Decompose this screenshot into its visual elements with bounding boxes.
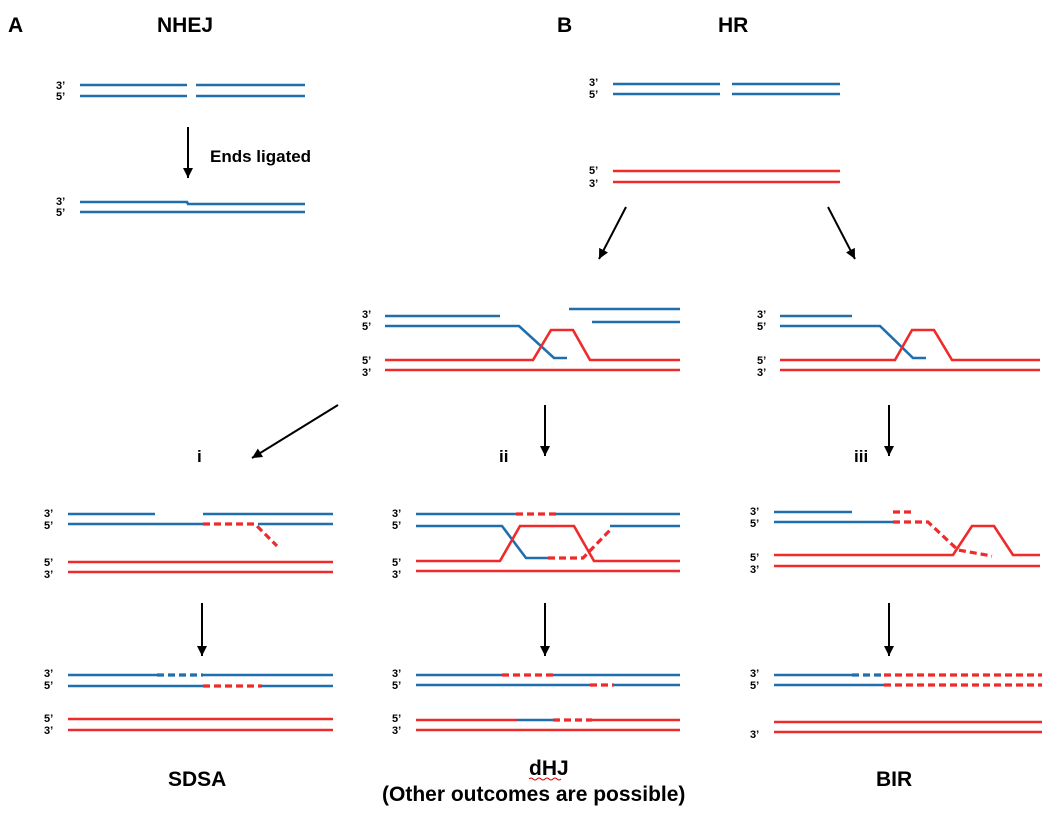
nhej-step-label: Ends ligated bbox=[210, 147, 311, 166]
end-label-3prime: 3’ bbox=[56, 80, 65, 92]
bir-intermediate: 3’ 5’ 5’ 3’ bbox=[750, 506, 1040, 576]
dhj-intermediate: 3’ 5’ 5’ 3’ bbox=[392, 508, 680, 581]
end-label-3prime: 3’ bbox=[362, 367, 371, 379]
end-label-5prime: 5’ bbox=[392, 680, 401, 692]
panel-b-title: HR bbox=[718, 14, 748, 37]
pathway-name-bir: BIR bbox=[876, 768, 912, 791]
end-label-5prime: 5’ bbox=[750, 680, 759, 692]
end-label-3prime: 3’ bbox=[750, 668, 759, 680]
end-label-5prime: 5’ bbox=[589, 89, 598, 101]
end-label-5prime: 5’ bbox=[750, 552, 759, 564]
pathway-numeral-i: i bbox=[197, 447, 202, 466]
bir-product: 3’ 5’ 3’ bbox=[750, 668, 1042, 741]
end-label-3prime: 3’ bbox=[44, 725, 53, 737]
end-label-5prime: 5’ bbox=[392, 557, 401, 569]
end-label-5prime: 5’ bbox=[44, 713, 53, 725]
end-label-3prime: 3’ bbox=[757, 367, 766, 379]
hr-arrow-right bbox=[827, 206, 856, 260]
pathway-note-dhj: (Other outcomes are possible) bbox=[382, 783, 685, 806]
sdsa-intermediate: 3’ 5’ 5’ 3’ bbox=[44, 508, 333, 581]
end-label-5prime: 5’ bbox=[757, 321, 766, 333]
dloop-two-end: 3’ 5’ 5’ 3’ bbox=[362, 307, 680, 379]
end-label-3prime: 3’ bbox=[44, 508, 53, 520]
end-label-3prime: 3’ bbox=[750, 729, 759, 741]
pathway-name-sdsa: SDSA bbox=[168, 768, 226, 791]
end-label-3prime: 3’ bbox=[56, 196, 65, 208]
panel-a-title: NHEJ bbox=[157, 14, 213, 37]
end-label-3prime: 3’ bbox=[392, 569, 401, 581]
end-label-5prime: 5’ bbox=[362, 355, 371, 367]
end-label-3prime: 3’ bbox=[750, 506, 759, 518]
end-label-3prime: 3’ bbox=[392, 508, 401, 520]
end-label-5prime: 5’ bbox=[750, 518, 759, 530]
end-label-3prime: 3’ bbox=[362, 309, 371, 321]
nhej-ligated-dna: 3’ 5’ bbox=[56, 196, 305, 219]
end-label-3prime: 3’ bbox=[750, 564, 759, 576]
end-label-5prime: 5’ bbox=[757, 355, 766, 367]
end-label-5prime: 5’ bbox=[392, 713, 401, 725]
end-label-3prime: 3’ bbox=[757, 309, 766, 321]
end-label-3prime: 3’ bbox=[392, 725, 401, 737]
dhj-product: 3’ 5’ 5’ 3’ bbox=[392, 668, 680, 737]
spellcheck-underline bbox=[528, 777, 562, 781]
end-label-3prime: 3’ bbox=[392, 668, 401, 680]
end-label-3prime: 3’ bbox=[44, 668, 53, 680]
hr-broken-dsb: 3’ 5’ bbox=[589, 77, 840, 101]
panel-a-letter: A bbox=[8, 14, 23, 37]
sdsa-product: 3’ 5’ 5’ 3’ bbox=[44, 668, 333, 737]
end-label-5prime: 5’ bbox=[44, 557, 53, 569]
end-label-5prime: 5’ bbox=[589, 165, 598, 177]
end-label-3prime: 3’ bbox=[589, 178, 598, 190]
panel-b-letter: B bbox=[557, 14, 572, 37]
pathway-numeral-iii: iii bbox=[854, 447, 868, 466]
pathway-name-dhj: dHJ bbox=[529, 757, 569, 780]
end-label-5prime: 5’ bbox=[44, 520, 53, 532]
dloop-one-end: 3’ 5’ 5’ 3’ bbox=[757, 309, 1040, 379]
end-label-5prime: 5’ bbox=[56, 91, 65, 103]
pathway-numeral-ii: ii bbox=[499, 447, 508, 466]
hr-template-dna: 5’ 3’ bbox=[589, 165, 840, 190]
hr-arrow-left bbox=[598, 206, 627, 260]
end-label-5prime: 5’ bbox=[44, 680, 53, 692]
end-label-3prime: 3’ bbox=[589, 77, 598, 89]
end-label-5prime: 5’ bbox=[362, 321, 371, 333]
nhej-broken-dsb: 3’ 5’ bbox=[56, 80, 305, 103]
end-label-5prime: 5’ bbox=[392, 520, 401, 532]
arrow-to-sdsa bbox=[251, 404, 339, 459]
end-label-5prime: 5’ bbox=[56, 207, 65, 219]
end-label-3prime: 3’ bbox=[44, 569, 53, 581]
